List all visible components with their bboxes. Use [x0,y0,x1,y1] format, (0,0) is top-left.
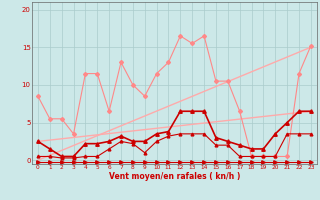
X-axis label: Vent moyen/en rafales ( kn/h ): Vent moyen/en rafales ( kn/h ) [109,172,240,181]
